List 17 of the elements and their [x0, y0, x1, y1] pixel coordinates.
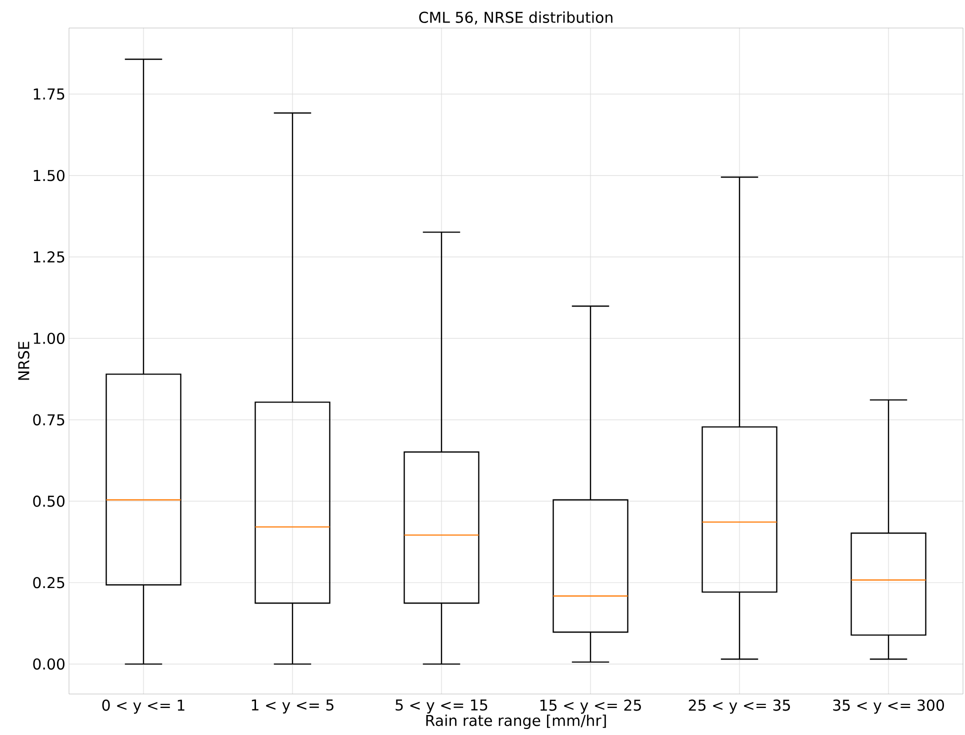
x-tick-label: 0 < y <= 1: [102, 700, 184, 714]
chart-title: CML 56, NRSE distribution: [419, 11, 612, 24]
y-tick-label: 0.75: [33, 414, 64, 426]
x-tick-label: 5 < y <= 15: [396, 700, 488, 714]
x-tick-label: 1 < y <= 5: [252, 700, 334, 714]
y-tick-label: 1.75: [34, 88, 64, 100]
y-tick-label: 1.25: [34, 251, 64, 263]
y-axis-title: NRSE: [18, 342, 30, 380]
x-tick-label: 25 < y <= 35: [688, 700, 790, 714]
x-tick-label: 35 < y <= 300: [833, 700, 944, 714]
y-tick-label: 0.50: [33, 496, 64, 507]
y-tick-label: 0.25: [33, 576, 64, 588]
y-tick-label: 1.50: [34, 170, 64, 182]
y-tick-label: 0.00: [33, 658, 64, 670]
x-axis-title: Rain rate range [mm/hr]: [426, 714, 606, 730]
y-tick-label: 1.00: [34, 332, 64, 344]
x-tick-label: 15 < y <= 25: [540, 700, 641, 714]
